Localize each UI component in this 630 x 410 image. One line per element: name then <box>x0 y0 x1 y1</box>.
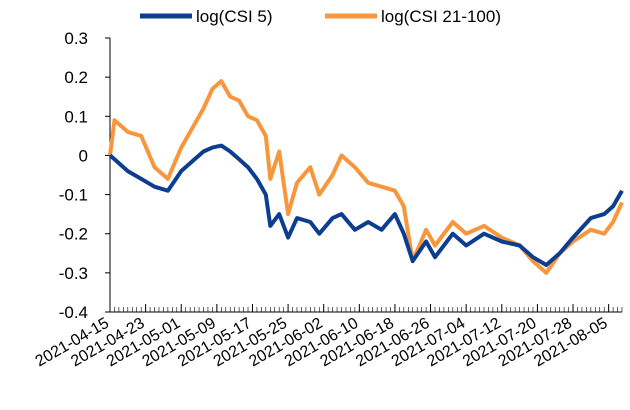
y-tick-label: -0.3 <box>59 264 88 283</box>
legend-label: log(CSI 5) <box>196 7 273 26</box>
legend-label: log(CSI 21-100) <box>381 7 501 26</box>
y-tick-label: 0 <box>79 146 88 165</box>
y-tick-label: 0.2 <box>64 68 88 87</box>
series-line <box>108 79 624 275</box>
y-tick-label: -0.1 <box>59 186 88 205</box>
y-tick-label: 0.1 <box>64 107 88 126</box>
y-tick-label: -0.2 <box>59 225 88 244</box>
series-line <box>108 143 624 267</box>
y-tick-label: -0.4 <box>59 303 88 322</box>
y-tick-label: 0.3 <box>64 29 88 48</box>
